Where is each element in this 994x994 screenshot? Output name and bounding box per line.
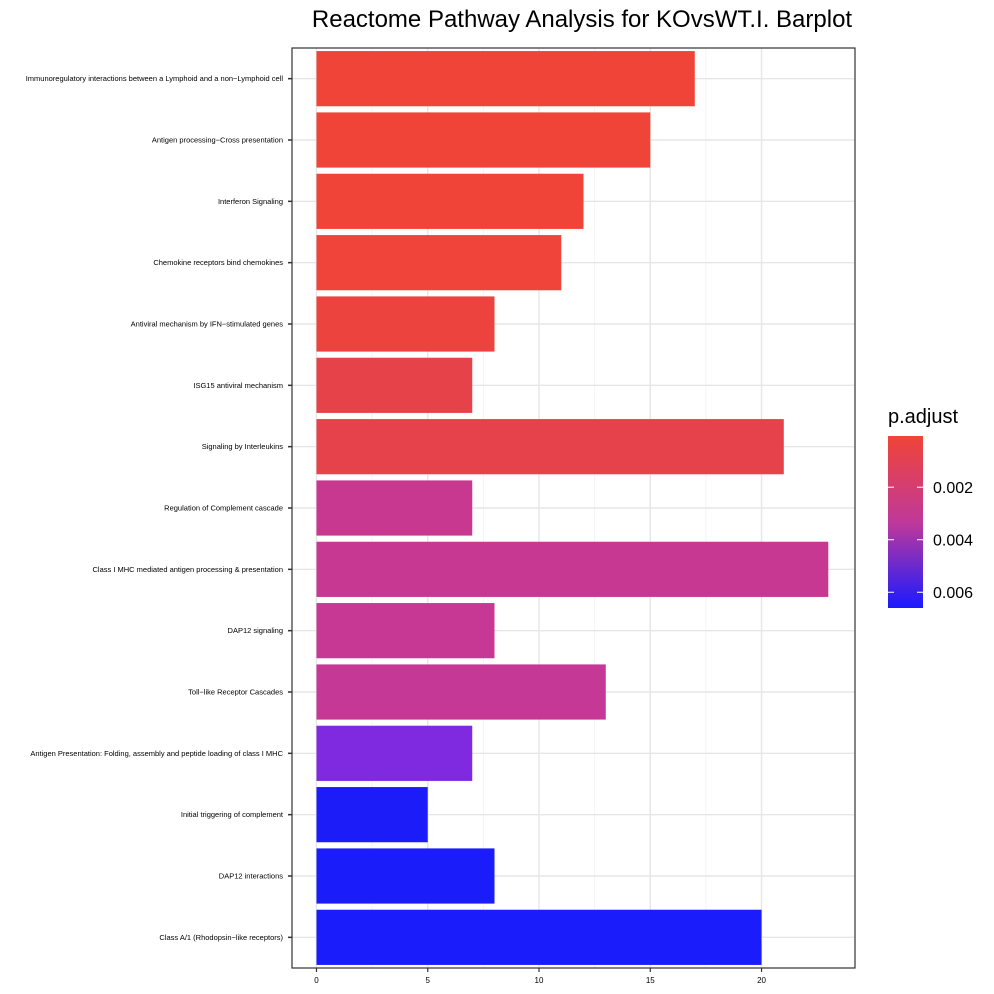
legend-ticks: 0.002 0.004 0.006 — [888, 480, 973, 602]
x-tick-label: 15 — [646, 976, 655, 985]
bar — [316, 848, 495, 904]
category-label: Antigen processing−Cross presentation — [152, 136, 283, 145]
category-label: DAP12 signaling — [228, 626, 283, 635]
category-label: Toll−like Receptor Cascades — [188, 688, 283, 697]
bar — [316, 603, 495, 659]
bar — [316, 419, 784, 475]
x-tick-label: 10 — [535, 976, 544, 985]
category-label: Initial triggering of complement — [181, 810, 284, 819]
legend-title: p.adjust — [888, 406, 958, 428]
legend-tick-label: 0.004 — [933, 533, 973, 550]
bar — [316, 664, 606, 720]
category-label: Signaling by Interleukins — [202, 442, 284, 451]
category-label: Antiviral mechanism by IFN−stimulated ge… — [131, 320, 284, 329]
bars — [316, 51, 829, 965]
x-tick-label: 5 — [426, 976, 431, 985]
color-legend: p.adjust 0.002 0.004 0.006 — [888, 406, 973, 608]
category-label: Chemokine receptors bind chemokines — [153, 258, 283, 267]
bar — [316, 725, 473, 781]
category-labels: Immunoregulatory interactions between a … — [26, 74, 292, 942]
plot-panel — [291, 47, 856, 969]
category-label: Antigen Presentation: Folding, assembly … — [30, 749, 283, 758]
legend-colorbar — [888, 436, 923, 608]
x-tick-label: 20 — [757, 976, 766, 985]
bar — [316, 112, 651, 168]
bar — [316, 541, 829, 597]
category-label: Class A/1 (Rhodopsin−like receptors) — [159, 933, 283, 942]
bar — [316, 296, 495, 352]
bar — [316, 480, 473, 536]
bar — [316, 787, 428, 843]
bar — [316, 173, 584, 229]
category-label: Class I MHC mediated antigen processing … — [92, 565, 283, 574]
bar — [316, 357, 473, 413]
category-label: Regulation of Complement cascade — [164, 504, 283, 513]
category-label: Interferon Signaling — [218, 197, 283, 206]
legend-tick-label: 0.006 — [933, 585, 973, 602]
category-label: DAP12 interactions — [219, 872, 283, 881]
category-label: Immunoregulatory interactions between a … — [26, 74, 284, 83]
bar — [316, 235, 562, 291]
x-tick-label: 0 — [314, 976, 319, 985]
x-axis-ticks: 0 5 10 15 20 — [314, 968, 767, 985]
bar — [316, 51, 695, 107]
category-label: ISG15 antiviral mechanism — [193, 381, 283, 390]
bar — [316, 909, 762, 965]
chart-title: Reactome Pathway Analysis for KOvsWT.I. … — [312, 6, 853, 33]
legend-tick-label: 0.002 — [933, 480, 973, 497]
